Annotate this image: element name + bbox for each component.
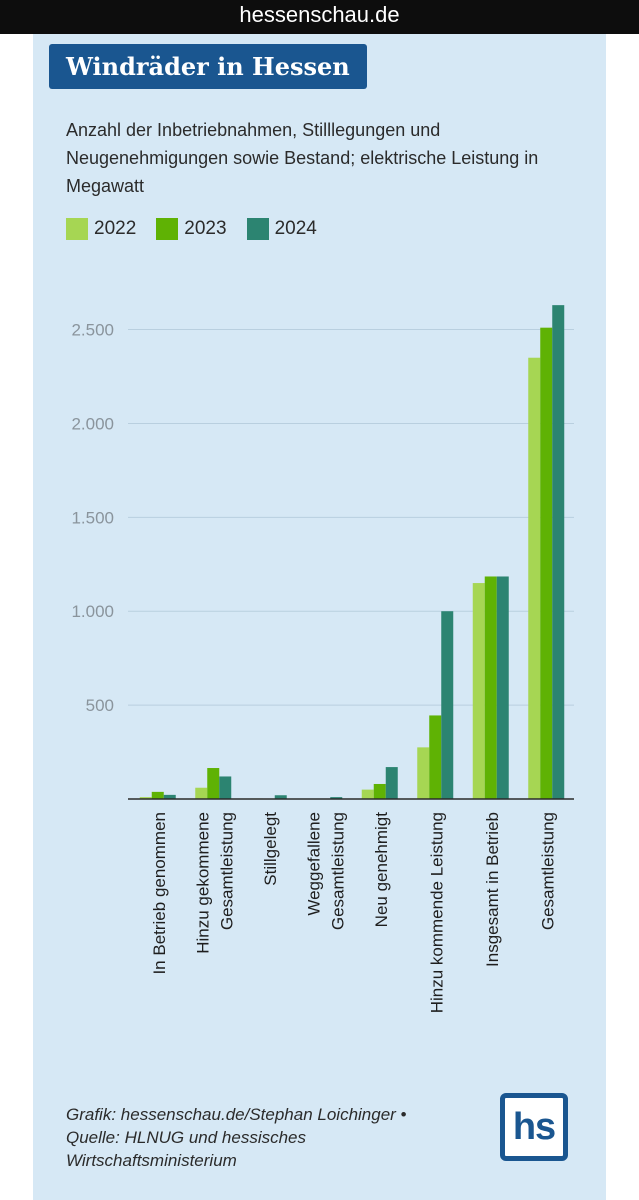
x-category-label: Gesamtleistung bbox=[328, 812, 347, 930]
y-tick-label: 2.500 bbox=[71, 321, 114, 340]
credit-line-2: Quelle: HLNUG und hessisches bbox=[66, 1128, 307, 1147]
bar-2023 bbox=[207, 768, 220, 799]
y-tick-label: 500 bbox=[86, 696, 114, 715]
x-category-label: In Betrieb genommen bbox=[150, 812, 169, 975]
y-tick-label: 1.500 bbox=[71, 508, 114, 527]
bar-2022 bbox=[195, 787, 208, 799]
bar-2022 bbox=[472, 583, 485, 799]
legend-swatch-2023 bbox=[156, 218, 179, 240]
bar-2024 bbox=[496, 576, 509, 799]
bar-2023 bbox=[151, 791, 164, 799]
logo-text: hs bbox=[512, 1105, 556, 1148]
legend-item-2023: 2023 bbox=[156, 218, 227, 240]
x-category-label: Stillgelegt bbox=[261, 812, 280, 886]
bar-2022 bbox=[528, 357, 541, 799]
y-tick-label: 1.000 bbox=[71, 602, 114, 621]
bar-2022 bbox=[361, 789, 374, 799]
x-category-label: Hinzu gekommene bbox=[193, 812, 212, 954]
x-category-label: Hinzu kommende Leistung bbox=[427, 812, 446, 1013]
bar-2024 bbox=[441, 611, 454, 799]
x-category-label: Gesamtleistung bbox=[217, 812, 236, 930]
source-credit: Grafik: hessenschau.de/Stephan Loichinge… bbox=[66, 1103, 466, 1172]
bar-2023 bbox=[373, 783, 386, 799]
y-tick-label: 2.000 bbox=[71, 414, 114, 433]
credit-line-1: Grafik: hessenschau.de/Stephan Loichinge… bbox=[66, 1105, 407, 1124]
bar-2022 bbox=[139, 797, 152, 799]
legend-swatch-2024 bbox=[246, 218, 269, 240]
bar-2024 bbox=[552, 305, 565, 799]
chart-subtitle: Anzahl der Inbetriebnahmen, Stilllegunge… bbox=[66, 120, 539, 196]
bar-2024 bbox=[330, 797, 343, 799]
bar-2023 bbox=[429, 715, 442, 799]
legend-label-2023: 2023 bbox=[184, 218, 227, 239]
bar-2024 bbox=[274, 795, 287, 799]
bar-2024 bbox=[163, 794, 176, 799]
chart-card bbox=[33, 34, 606, 1200]
bar-chart: 500 1.000 1.500 2.000 2.500 In Betrieb genomm… bbox=[71, 305, 574, 1013]
legend-label-2024: 2024 bbox=[274, 218, 317, 239]
x-category-label: Neu genehmigt bbox=[372, 812, 391, 928]
bar-2023 bbox=[484, 576, 497, 799]
url-label: hessenschau.de bbox=[239, 2, 400, 27]
legend-item-2022: 2022 bbox=[66, 218, 136, 240]
chart-title: Windräder in Hessen bbox=[49, 44, 367, 89]
bar-2024 bbox=[385, 767, 398, 799]
legend: 2022 2023 2024 bbox=[66, 216, 337, 242]
x-category-label: Insgesamt in Betrieb bbox=[483, 812, 502, 967]
hs-logo: hs bbox=[500, 1093, 568, 1161]
legend-item-2024: 2024 bbox=[246, 218, 317, 240]
browser-url-bar[interactable]: hessenschau.de bbox=[0, 0, 639, 34]
bar-2023 bbox=[540, 327, 553, 799]
legend-swatch-2022 bbox=[66, 218, 88, 240]
legend-label-2022: 2022 bbox=[94, 218, 137, 239]
credit-line-3: Wirtschaftsministerium bbox=[66, 1151, 237, 1170]
bar-2022 bbox=[417, 747, 430, 799]
x-category-label: Gesamtleistung bbox=[538, 812, 557, 930]
x-category-label: Weggefallene bbox=[304, 812, 323, 916]
bar-2024 bbox=[219, 776, 232, 799]
